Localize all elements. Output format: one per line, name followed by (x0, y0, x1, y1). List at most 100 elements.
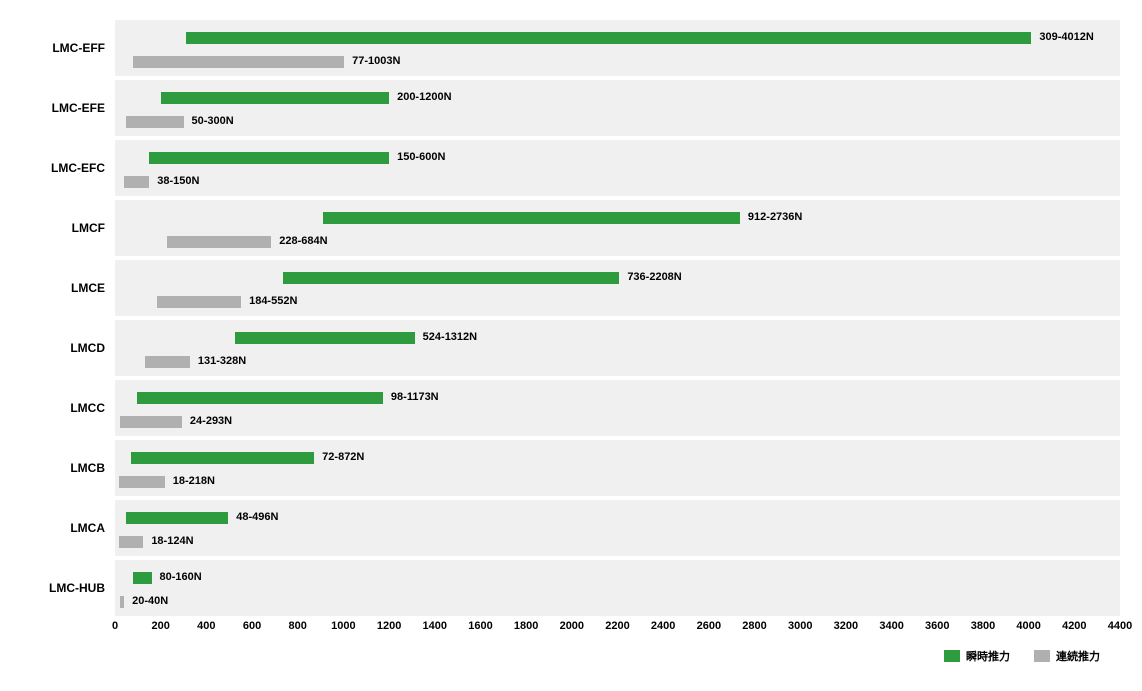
chart-row: LMCE 736-2208N 184-552N (20, 260, 1120, 316)
bar-gray-label: 50-300N (192, 115, 234, 127)
row-label: LMC-EFC (20, 140, 115, 196)
row-bars: 98-1173N 24-293N (115, 380, 1120, 436)
range-bar-chart: LMC-EFF309-4012N77-1003NLMC-EFE200-1200N… (20, 20, 1120, 664)
x-tick: 600 (243, 620, 261, 632)
bar-gray-label: 18-218N (173, 475, 215, 487)
bar-gray-label: 228-684N (279, 235, 327, 247)
legend: 瞬時推力 連続推力 (20, 648, 1120, 664)
chart-row: LMCF 912-2736N 228-684N (20, 200, 1120, 256)
x-tick: 2200 (605, 620, 629, 632)
bar-green (323, 212, 740, 224)
chart-row: LMCA 48-496N 18-124N (20, 500, 1120, 556)
x-tick: 1600 (468, 620, 492, 632)
bar-gray-label: 38-150N (157, 175, 199, 187)
chart-row: LMC-EFE 200-1200N 50-300N (20, 80, 1120, 136)
bar-green-label: 524-1312N (423, 331, 477, 343)
x-axis-ticks: 0200400600800100012001400160018002000220… (115, 620, 1120, 640)
bar-gray (126, 116, 183, 128)
bar-green (161, 92, 389, 104)
x-tick: 3600 (925, 620, 949, 632)
x-tick: 3000 (788, 620, 812, 632)
bar-gray (145, 356, 190, 368)
bar-green (149, 152, 389, 164)
x-tick: 1200 (377, 620, 401, 632)
x-tick: 2400 (651, 620, 675, 632)
row-bars: 80-160N 20-40N (115, 560, 1120, 616)
bar-green-label: 309-4012N (1039, 31, 1093, 43)
bar-gray (157, 296, 241, 308)
bar-gray-label: 131-328N (198, 355, 246, 367)
bar-gray-label: 24-293N (190, 415, 232, 427)
bar-gray (120, 416, 181, 428)
x-tick: 1400 (423, 620, 447, 632)
bar-green-label: 736-2208N (627, 271, 681, 283)
bar-green-label: 200-1200N (397, 91, 451, 103)
bar-green (186, 32, 1032, 44)
x-tick: 2800 (742, 620, 766, 632)
row-label: LMCC (20, 380, 115, 436)
row-bars: 736-2208N 184-552N (115, 260, 1120, 316)
x-tick: 1800 (514, 620, 538, 632)
bar-green-label: 80-160N (160, 571, 202, 583)
chart-row: LMC-HUB 80-160N 20-40N (20, 560, 1120, 616)
row-bars: 524-1312N 131-328N (115, 320, 1120, 376)
legend-swatch-green (944, 650, 960, 662)
x-tick: 3800 (971, 620, 995, 632)
x-tick: 1000 (331, 620, 355, 632)
chart-row: LMC-EFC 150-600N 38-150N (20, 140, 1120, 196)
bar-green-label: 72-872N (322, 451, 364, 463)
legend-label-green: 瞬時推力 (966, 648, 1010, 664)
chart-row: LMCB 72-872N 18-218N (20, 440, 1120, 496)
legend-item-green: 瞬時推力 (944, 648, 1010, 664)
x-tick: 400 (197, 620, 215, 632)
bar-green (283, 272, 619, 284)
bar-gray (119, 476, 165, 488)
chart-row: LMCD 524-1312N 131-328N (20, 320, 1120, 376)
row-label: LMCE (20, 260, 115, 316)
row-bars: 200-1200N 50-300N (115, 80, 1120, 136)
row-bars: 150-600N 38-150N (115, 140, 1120, 196)
bar-gray-label: 20-40N (132, 595, 168, 607)
row-label: LMCF (20, 200, 115, 256)
bar-gray (133, 56, 345, 68)
bar-green-label: 912-2736N (748, 211, 802, 223)
legend-item-gray: 連続推力 (1034, 648, 1100, 664)
x-tick: 4200 (1062, 620, 1086, 632)
row-label: LMC-EFF (20, 20, 115, 76)
x-tick: 2000 (560, 620, 584, 632)
row-label: LMCA (20, 500, 115, 556)
bar-green-label: 98-1173N (391, 391, 439, 403)
x-tick: 800 (289, 620, 307, 632)
bar-green-label: 48-496N (236, 511, 278, 523)
bar-gray (119, 536, 143, 548)
bar-gray-label: 18-124N (151, 535, 193, 547)
row-bars: 309-4012N77-1003N (115, 20, 1120, 76)
chart-row: LMC-EFF309-4012N77-1003N (20, 20, 1120, 76)
row-label: LMC-HUB (20, 560, 115, 616)
x-axis: 0200400600800100012001400160018002000220… (20, 620, 1120, 640)
row-bars: 912-2736N 228-684N (115, 200, 1120, 256)
bar-green (126, 512, 228, 524)
bar-gray-label: 184-552N (249, 295, 297, 307)
x-tick: 2600 (697, 620, 721, 632)
row-label: LMC-EFE (20, 80, 115, 136)
bar-gray (120, 596, 125, 608)
x-tick: 4000 (1016, 620, 1040, 632)
legend-label-gray: 連続推力 (1056, 648, 1100, 664)
bar-gray (167, 236, 271, 248)
bar-green (235, 332, 415, 344)
row-bars: 48-496N 18-124N (115, 500, 1120, 556)
bar-green (133, 572, 151, 584)
bar-green (137, 392, 383, 404)
chart-rows: LMC-EFF309-4012N77-1003NLMC-EFE200-1200N… (20, 20, 1120, 616)
row-label: LMCB (20, 440, 115, 496)
x-tick: 0 (112, 620, 118, 632)
chart-row: LMCC 98-1173N 24-293N (20, 380, 1120, 436)
x-tick: 3200 (834, 620, 858, 632)
row-label: LMCD (20, 320, 115, 376)
x-tick: 4400 (1108, 620, 1132, 632)
row-bars: 72-872N 18-218N (115, 440, 1120, 496)
x-tick: 3400 (879, 620, 903, 632)
bar-green-label: 150-600N (397, 151, 445, 163)
legend-swatch-gray (1034, 650, 1050, 662)
